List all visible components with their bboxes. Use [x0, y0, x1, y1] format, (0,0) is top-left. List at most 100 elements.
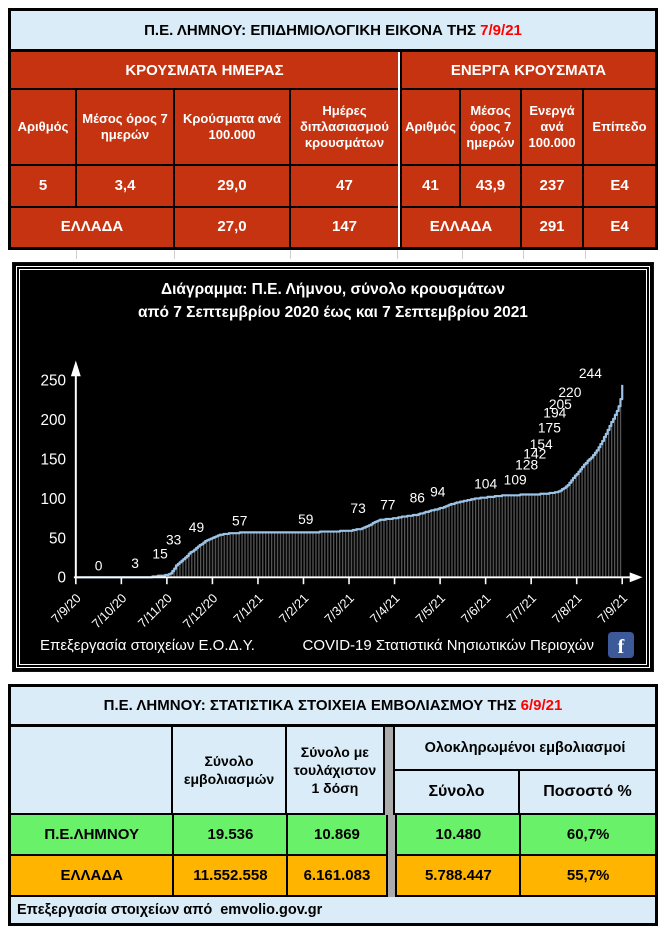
- completed-vaccinations-group: Ολοκληρωμένοι εμβολιασμοί Σύνολο Ποσοστό…: [394, 727, 655, 815]
- svg-text:49: 49: [189, 519, 205, 534]
- table-gap: [398, 52, 400, 247]
- col-header-completed-pct: Ποσοστό %: [519, 771, 655, 815]
- col-header-completed: Ολοκληρωμένοι εμβολιασμοί: [394, 727, 655, 771]
- col-header-active-per-100k: Ενεργά ανά 100.000: [522, 90, 584, 166]
- svg-text:94: 94: [430, 484, 446, 499]
- daily-cases-banner: ΚΡΟΥΣΜΑΤΑ ΗΜΕΡΑΣ: [11, 52, 398, 90]
- gridline-strip: [8, 250, 658, 262]
- chart-footer: Επεξεργασία στοιχείων Ε.Ο.Δ.Υ. COVID-19 …: [24, 632, 642, 662]
- limnos-label: Π.Ε.ΛΗΜΝΟΥ: [11, 815, 175, 856]
- vaccination-panel: Π.Ε. ΛΗΜΝΟΥ: ΣΤΑΤΙΣΤΙΚΑ ΣΤΟΙΧΕΙΑ ΕΜΒΟΛΙΑ…: [8, 684, 658, 926]
- col-header-7day-avg: Μέσος όρος 7 ημερών: [461, 90, 522, 166]
- svg-text:200: 200: [40, 412, 65, 429]
- daily-cases-header-row: Αριθμός Μέσος όρος 7 ημερών Κρούσματα αν…: [11, 90, 398, 166]
- greece-label: ΕΛΛΑΔΑ: [402, 208, 522, 247]
- daily-cases-greece-row: ΕΛΛΑΔΑ 27,0 147: [11, 208, 398, 247]
- col-header-completed-total: Σύνολο: [394, 771, 520, 815]
- svg-text:154: 154: [530, 436, 553, 451]
- column-divider: [387, 815, 398, 856]
- daily-cases-table: ΚΡΟΥΣΜΑΤΑ ΗΜΕΡΑΣ Αριθμός Μέσος όρος 7 ημ…: [11, 52, 398, 247]
- svg-text:194: 194: [543, 405, 566, 420]
- daily-doubling-days: 47: [291, 166, 398, 208]
- limnos-completed-total: 10.480: [397, 815, 522, 856]
- cases-chart-panel: Διάγραμμα: Π.Ε. Λήμνου, σύνολο κρουσμάτω…: [12, 262, 654, 672]
- svg-text:128: 128: [515, 457, 538, 472]
- facebook-icon[interactable]: f: [608, 632, 634, 658]
- col-header-doubling-days: Ημέρες διπλασιασμού κρουσμάτων: [291, 90, 398, 166]
- active-level: E4: [584, 166, 655, 208]
- limnos-total-vaccinations: 19.536: [174, 815, 289, 856]
- greece-doubling-days: 147: [331, 218, 358, 236]
- chart-title-line1: Διάγραμμα: Π.Ε. Λήμνου, σύνολο κρουσμάτω…: [160, 281, 506, 298]
- svg-text:100: 100: [40, 490, 65, 507]
- greece-level: E4: [610, 218, 629, 236]
- svg-text:57: 57: [232, 513, 247, 528]
- daily-7day-avg: 3,4: [77, 166, 175, 208]
- chart-title: Διάγραμμα: Π.Ε. Λήμνου, σύνολο κρουσμάτω…: [24, 274, 642, 325]
- vaccination-title-date: 6/9/21: [520, 697, 563, 714]
- column-divider: [387, 856, 398, 897]
- greece-row: ΕΛΛΑΔΑ 11.552.558 6.161.083 5.788.447 55…: [11, 856, 655, 897]
- svg-text:250: 250: [40, 372, 65, 389]
- greece-one-dose: 6.161.083: [288, 856, 388, 897]
- svg-text:109: 109: [504, 472, 527, 487]
- chart-title-line2: από 7 Σεπτεμβρίου 2020 έως και 7 Σεπτεμβ…: [138, 304, 528, 322]
- cases-chart-frame: Διάγραμμα: Π.Ε. Λήμνου, σύνολο κρουσμάτω…: [16, 266, 650, 668]
- daily-cases-data-row: 5 3,4 29,0 47: [11, 166, 398, 208]
- greece-completed-total: 5.788.447: [397, 856, 522, 897]
- active-cases-table: ΕΝΕΡΓΑ ΚΡΟΥΣΜΑΤΑ Αριθμός Μέσος όρος 7 ημ…: [400, 52, 655, 247]
- greece-total-vaccinations: 11.552.558: [174, 856, 289, 897]
- limnos-one-dose: 10.869: [288, 815, 388, 856]
- svg-text:104: 104: [474, 476, 497, 491]
- col-header-number: Αριθμός: [11, 90, 77, 166]
- col-header-total-vaccinations: Σύνολο εμβολιασμών: [173, 727, 287, 815]
- svg-text:7/5/21: 7/5/21: [412, 590, 448, 626]
- epidemiology-title-text: Π.Ε. ΛΗΜΝΟΥ: ΕΠΙΔΗΜΙΟΛΟΓΙΚΗ ΕΙΚΟΝΑ ΤΗΣ: [144, 21, 481, 39]
- svg-text:86: 86: [410, 490, 426, 505]
- svg-text:205: 205: [549, 396, 572, 411]
- column-divider: [385, 727, 395, 815]
- svg-text:33: 33: [166, 532, 182, 547]
- svg-text:7/12/20: 7/12/20: [180, 590, 221, 631]
- col-header-7day-avg: Μέσος όρος 7 ημερών: [77, 90, 175, 166]
- svg-text:7/10/20: 7/10/20: [89, 590, 130, 631]
- svg-text:7/3/21: 7/3/21: [321, 590, 357, 626]
- active-cases-data-row: 41 43,9 237 E4: [402, 166, 655, 208]
- col-header-at-least-one-dose: Σύνολο με τουλάχιστον 1 δόση: [286, 727, 386, 815]
- greece-label: ΕΛΛΑΔΑ: [11, 856, 175, 897]
- svg-text:7/6/21: 7/6/21: [458, 590, 494, 626]
- vaccination-source-text: Επεξεργασία στοιχείων από emvolio.gov.gr: [11, 897, 655, 923]
- col-header-empty: [11, 727, 174, 815]
- greece-completed-pct: 55,7%: [521, 856, 655, 897]
- svg-text:7/1/21: 7/1/21: [230, 590, 266, 626]
- active-number: 41: [402, 166, 461, 208]
- greece-label: ΕΛΛΑΔΑ: [11, 208, 175, 247]
- col-header-level: Επίπεδο: [584, 90, 655, 166]
- svg-text:175: 175: [538, 420, 561, 435]
- svg-text:7/9/21: 7/9/21: [594, 590, 630, 626]
- vaccination-header-row: Σύνολο εμβολιασμών Σύνολο με τουλάχιστον…: [11, 727, 655, 815]
- svg-text:7/2/21: 7/2/21: [276, 590, 312, 626]
- limnos-completed-pct: 60,7%: [521, 815, 655, 856]
- greece-per-100k: 27,0: [175, 208, 291, 247]
- active-7day-avg: 43,9: [461, 166, 522, 208]
- epidemiology-body: ΚΡΟΥΣΜΑΤΑ ΗΜΕΡΑΣ Αριθμός Μέσος όρος 7 ημ…: [11, 52, 655, 247]
- svg-text:59: 59: [298, 511, 314, 526]
- svg-text:7/8/21: 7/8/21: [549, 590, 585, 626]
- col-header-number: Αριθμός: [402, 90, 461, 166]
- svg-text:7/4/21: 7/4/21: [367, 590, 403, 626]
- active-cases-header-row: Αριθμός Μέσος όρος 7 ημερών Ενεργά ανά 1…: [402, 90, 655, 166]
- epidemiology-title-date: 7/9/21: [480, 21, 522, 39]
- svg-text:3: 3: [131, 556, 139, 571]
- vaccination-title: Π.Ε. ΛΗΜΝΟΥ: ΣΤΑΤΙΣΤΙΚΑ ΣΤΟΙΧΕΙΑ ΕΜΒΟΛΙΑ…: [11, 687, 655, 727]
- daily-per-100k: 29,0: [175, 166, 291, 208]
- svg-text:50: 50: [49, 530, 66, 547]
- epidemiology-title: Π.Ε. ΛΗΜΝΟΥ: ΕΠΙΔΗΜΙΟΛΟΓΙΚΗ ΕΙΚΟΝΑ ΤΗΣ 7…: [11, 11, 655, 52]
- svg-text:0: 0: [95, 558, 103, 573]
- svg-text:7/11/20: 7/11/20: [135, 590, 175, 630]
- greece-active-per-100k: 291: [522, 208, 584, 247]
- svg-text:77: 77: [380, 497, 395, 512]
- svg-text:244: 244: [579, 366, 602, 381]
